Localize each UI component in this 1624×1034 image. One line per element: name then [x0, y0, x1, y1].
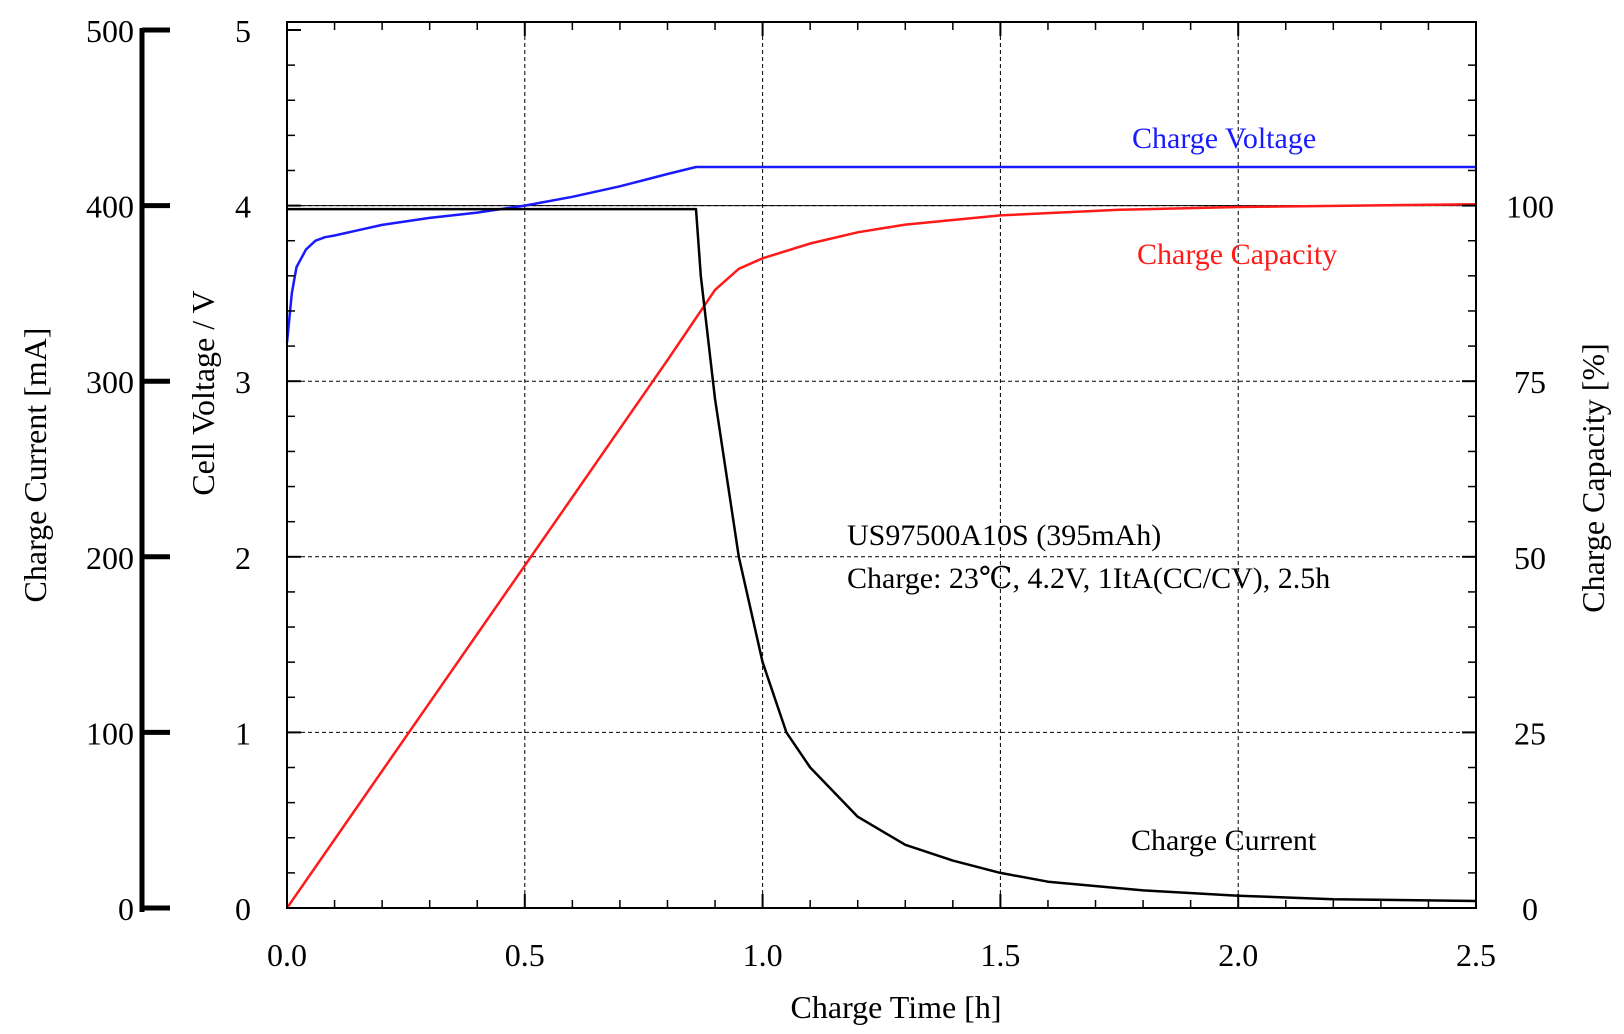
capacity-tick-label: 50 [1514, 540, 1546, 576]
current-tick-label: 400 [86, 189, 134, 225]
voltage-axis-title: Cell Voltage / V [185, 290, 221, 495]
voltage-tick-label: 4 [235, 189, 251, 225]
voltage-tick-label: 1 [235, 715, 251, 751]
voltage-tick-label: 0 [235, 891, 251, 927]
current-tick-label: 500 [86, 13, 134, 49]
x-tick-label: 0.5 [505, 937, 545, 973]
voltage-tick-label: 2 [235, 540, 251, 576]
current-tick-label: 200 [86, 540, 134, 576]
current-tick-label: 300 [86, 364, 134, 400]
capacity-tick-label: 0 [1522, 891, 1538, 927]
charge-capacity-line [285, 202, 1477, 909]
x-tick-label: 0.0 [267, 937, 307, 973]
capacity-tick-label: 100 [1506, 189, 1554, 225]
series-label-capacity: Charge Capacity [1137, 238, 1337, 271]
capacity-tick-label: 25 [1514, 715, 1546, 751]
x-tick-label: 1.5 [980, 937, 1020, 973]
charge-voltage-line [285, 165, 1476, 343]
capacity-axis-title: Charge Capacity [%] [1575, 343, 1611, 613]
plot-frame [286, 21, 1477, 909]
current-tick-label: 100 [86, 715, 134, 751]
series-group [285, 165, 1477, 909]
x-axis-title: Charge Time [h] [791, 989, 1002, 1025]
series-label-voltage: Charge Voltage [1132, 122, 1316, 155]
voltage-tick-label: 5 [235, 13, 251, 49]
current-axis-title: Charge Current [mA] [17, 328, 53, 603]
series-label-current: Charge Current [1131, 824, 1317, 857]
x-tick-label: 1.0 [743, 937, 783, 973]
capacity-tick-label: 75 [1514, 364, 1546, 400]
current-tick-label: 0 [118, 891, 134, 927]
x-tick-label: 2.0 [1218, 937, 1258, 973]
voltage-tick-label: 3 [235, 364, 251, 400]
annotation-line-1: US97500A10S (395mAh) [847, 519, 1161, 552]
axes: 0.0 0.5 1.0 1.5 2.0 2.50123450255075100010020… [86, 13, 1554, 973]
charge-current-line [287, 207, 1477, 903]
x-tick-label: 2.5 [1456, 937, 1496, 973]
annotation-line-2: Charge: 23℃, 4.2V, 1ItA(CC/CV), 2.5h [847, 562, 1330, 595]
